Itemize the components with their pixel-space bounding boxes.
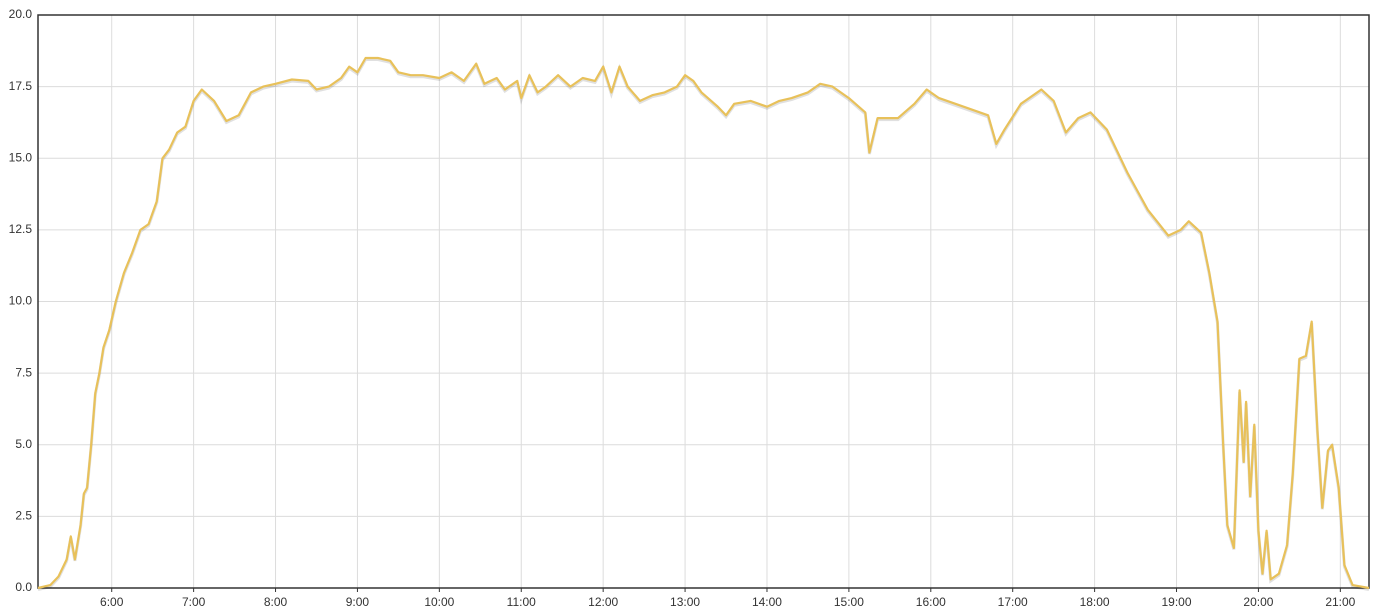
x-tick-label: 16:00 [916,595,946,609]
y-tick-label: 12.5 [9,222,33,236]
line-shadow [37,58,1370,591]
y-tick-label: 10.0 [9,294,33,308]
x-tick-label: 17:00 [998,595,1028,609]
x-tick-label: 14:00 [752,595,782,609]
plot-frame [37,14,1370,589]
x-tick-label: 9:00 [346,595,370,609]
x-tick-label: 11:00 [507,595,536,609]
x-tick-label: 13:00 [670,595,700,609]
x-tick-label: 15:00 [834,595,864,609]
x-tick-label: 7:00 [182,595,206,609]
y-tick-label: 0.0 [15,580,32,594]
x-tick-label: 8:00 [264,595,288,609]
x-tick-label: 19:00 [1162,595,1192,609]
x-tick-label: 6:00 [100,595,124,609]
x-tick-label: 10:00 [424,595,454,609]
x-tick-label: 21:00 [1325,595,1355,609]
y-tick-label: 5.0 [15,437,32,451]
y-tick-label: 17.5 [9,79,33,93]
y-tick-label: 7.5 [15,365,32,379]
line [37,56,1370,590]
x-tick-label: 12:00 [588,595,618,609]
x-tick-label: 20:00 [1243,595,1273,609]
y-tick-label: 20.0 [9,7,33,21]
y-tick-label: 2.5 [15,509,32,523]
x-tick-label: 18:00 [1080,595,1110,609]
y-tick-label: 15.0 [9,150,33,164]
